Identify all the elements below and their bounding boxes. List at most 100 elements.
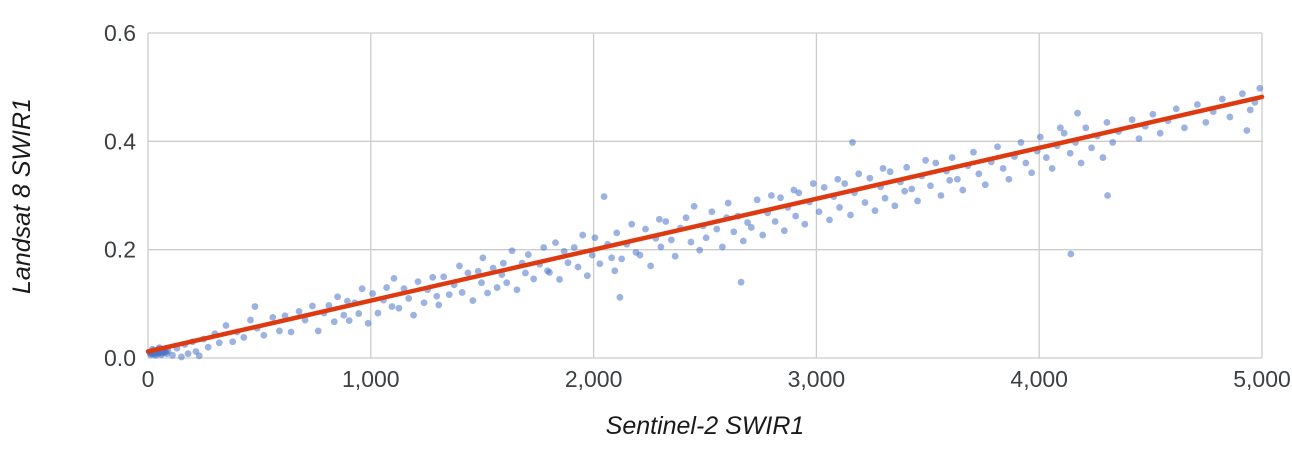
- scatter-point: [922, 156, 929, 164]
- y-axis-title: Landsat 8 SWIR1: [8, 98, 36, 294]
- scatter-point: [503, 279, 511, 287]
- x-tick-label: 2,000: [565, 366, 623, 392]
- scatter-point: [932, 159, 940, 167]
- scatter-point: [247, 316, 254, 324]
- scatter-point: [1149, 110, 1157, 118]
- scatter-point: [836, 204, 843, 211]
- scatter-point: [815, 208, 823, 216]
- scatter-point: [489, 264, 497, 272]
- scatter-point: [479, 254, 487, 262]
- scatter-point: [440, 273, 448, 281]
- scatter-point: [618, 255, 626, 263]
- scatter-point: [334, 293, 342, 301]
- scatter-point: [1243, 127, 1251, 134]
- scatter-point: [834, 175, 842, 183]
- scatter-point: [608, 254, 616, 262]
- scatter-point: [946, 176, 954, 184]
- scatter-point: [1077, 159, 1085, 167]
- scatter-point: [388, 303, 396, 310]
- scatter-point: [849, 139, 856, 146]
- scatter-point: [682, 214, 690, 222]
- x-tick-label: 4,000: [1010, 366, 1068, 392]
- scatter-point: [771, 218, 779, 225]
- scatter-point: [730, 228, 738, 236]
- scatter-point: [560, 247, 568, 255]
- scatter-point: [222, 322, 230, 329]
- scatter-point: [970, 148, 977, 156]
- scatter-point: [1056, 124, 1064, 132]
- scatter-point: [364, 319, 372, 327]
- scatter-point: [445, 291, 453, 299]
- scatter-point: [591, 234, 599, 242]
- scatter-point: [1099, 154, 1107, 161]
- scatter-point: [937, 192, 945, 199]
- scatter-point: [847, 211, 854, 219]
- scatter-point: [767, 192, 775, 199]
- scatter-point: [570, 244, 578, 251]
- scatter-point: [841, 180, 849, 187]
- scatter-point: [1060, 129, 1068, 137]
- scatter-point: [464, 269, 472, 277]
- x-tick-label: 0: [142, 366, 155, 392]
- scatter-point: [820, 183, 828, 191]
- scatter-point: [861, 199, 869, 206]
- scatter-point: [1246, 106, 1254, 114]
- scatter-point: [737, 278, 745, 286]
- scatter-point: [314, 327, 322, 335]
- scatter-point: [260, 331, 268, 339]
- scatter-point: [469, 297, 477, 304]
- scatter-point: [493, 284, 501, 291]
- scatter-point: [655, 215, 663, 223]
- scatter-point: [556, 276, 563, 283]
- scatter-point: [1017, 139, 1025, 146]
- scatter-point: [780, 227, 788, 235]
- scatter-point: [687, 238, 695, 246]
- scatter-point: [981, 181, 989, 189]
- scatter-point: [1036, 133, 1044, 141]
- x-tick-label: 5,000: [1233, 366, 1291, 392]
- scatter-point: [1028, 169, 1036, 177]
- scatter-point: [903, 163, 911, 171]
- scatter-point: [994, 143, 1001, 151]
- scatter-point: [628, 220, 636, 228]
- scatter-point: [1181, 124, 1188, 132]
- scatter-point: [1135, 135, 1143, 143]
- scatter-point: [395, 304, 403, 312]
- scatter-point: [508, 247, 516, 255]
- scatter-point: [879, 165, 887, 172]
- scatter-point: [513, 286, 521, 294]
- scatter-point: [744, 219, 751, 226]
- scatter-point: [753, 196, 761, 204]
- scatter-point: [355, 310, 363, 317]
- scatter-point: [809, 180, 817, 187]
- scatter-point: [325, 302, 333, 309]
- scatter-point: [456, 262, 463, 270]
- scatter-point: [908, 185, 916, 193]
- scatter-point: [195, 352, 203, 360]
- scatter-point: [667, 236, 675, 244]
- scatter-point: [383, 284, 391, 291]
- scatter-point: [600, 193, 608, 200]
- scatter-point: [369, 290, 376, 297]
- scatter-point: [718, 243, 726, 251]
- scatter-point: [948, 154, 956, 161]
- scatter-point: [522, 269, 529, 277]
- scatter-point: [524, 251, 532, 258]
- scatter-point: [1082, 124, 1090, 132]
- scatter-point: [269, 313, 277, 321]
- scatter-point: [478, 279, 485, 287]
- scatter-point: [891, 202, 899, 210]
- scatter-point: [801, 220, 809, 228]
- scatter-point: [240, 334, 248, 341]
- gridlines: [147, 32, 1263, 359]
- scatter-point: [184, 350, 192, 358]
- scatter-point: [546, 269, 553, 276]
- scatter-point: [724, 199, 732, 207]
- scatter-point: [204, 343, 212, 351]
- scatter-point: [826, 216, 833, 224]
- scatter-point: [1256, 84, 1264, 92]
- scatter-point: [564, 259, 572, 267]
- scatter-point: [690, 202, 698, 210]
- scatter-point: [795, 189, 803, 197]
